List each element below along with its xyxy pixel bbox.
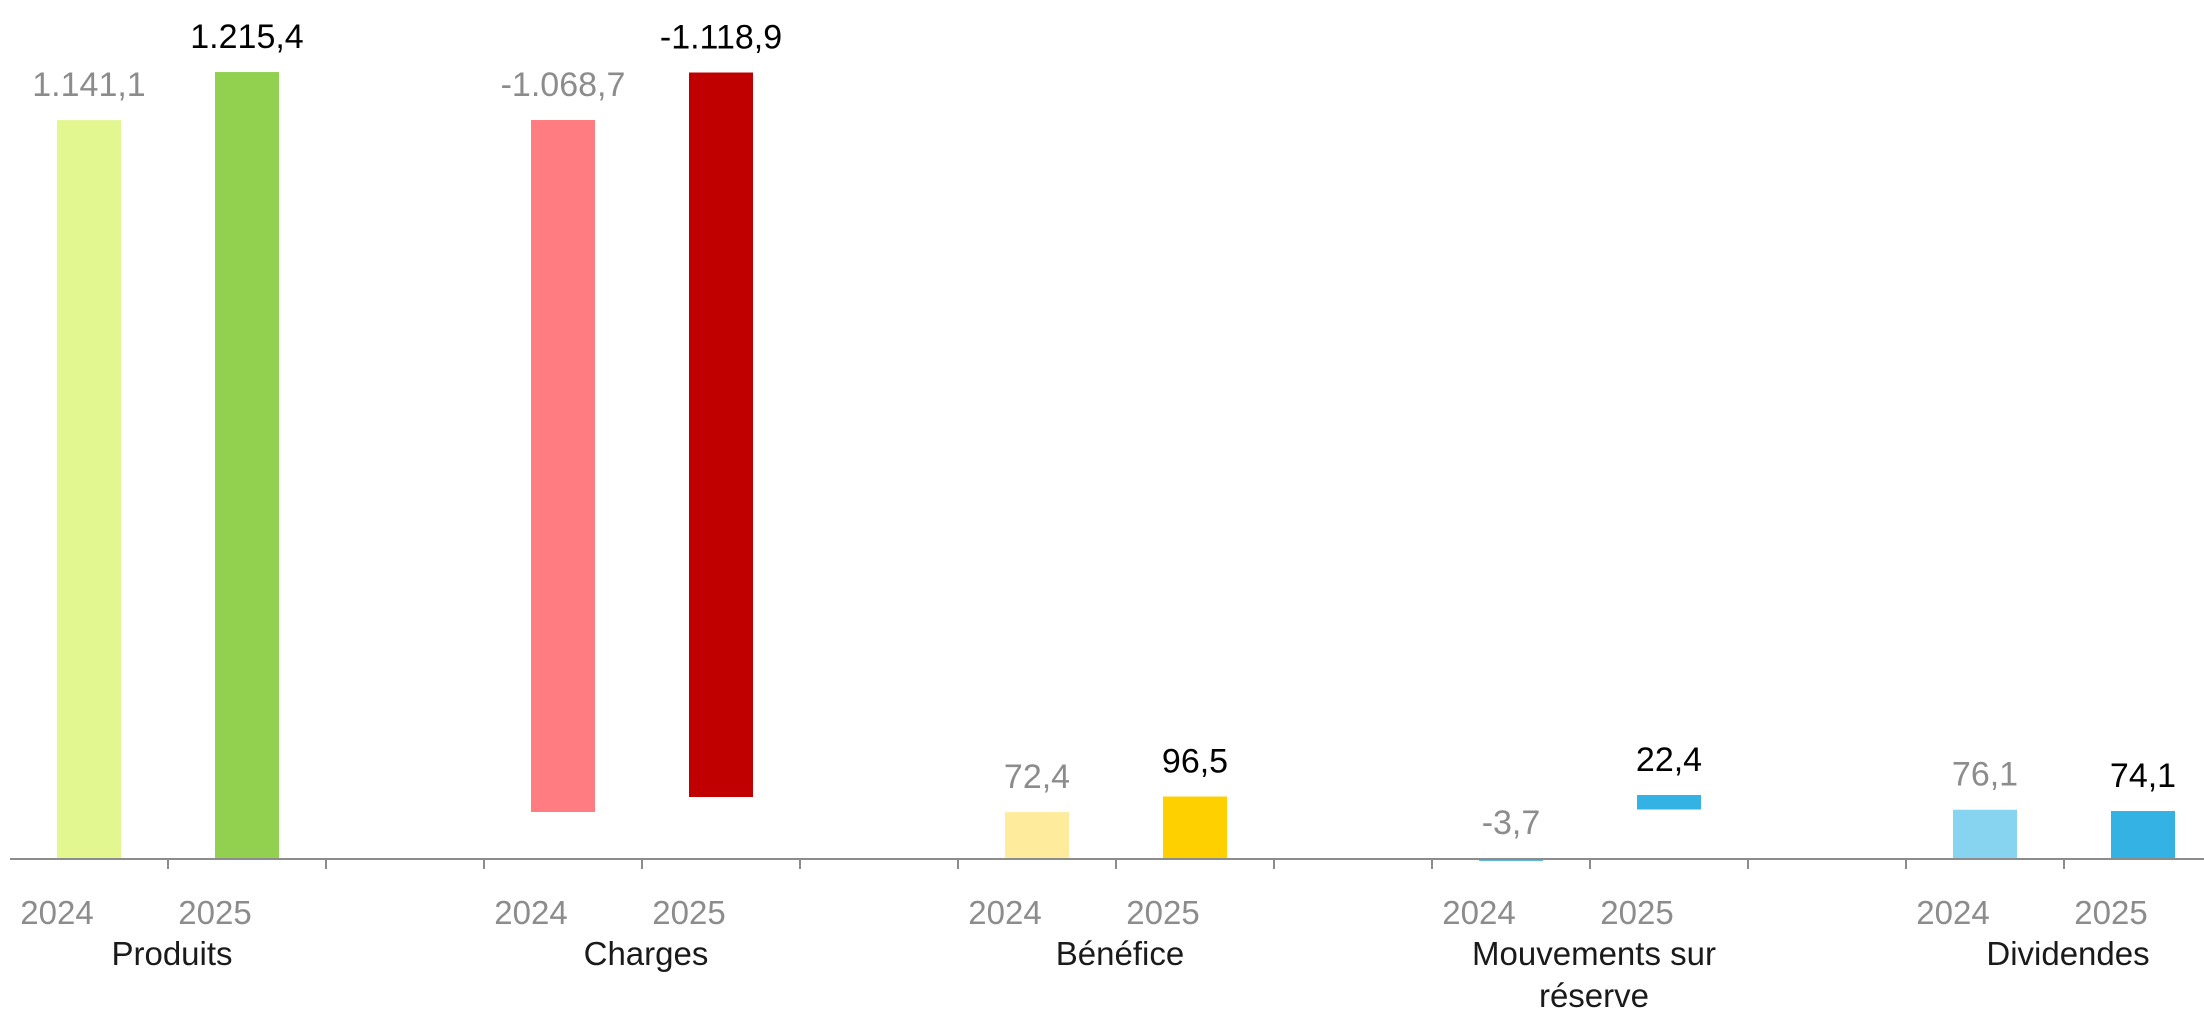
category-label: Charges [584,935,709,972]
year-tick-label: 2024 [1442,894,1515,931]
bar-produits-2025 [215,72,279,859]
bar-mouvements-sur-r-serve-2025 [1637,795,1701,810]
year-tick-label: 2025 [2074,894,2147,931]
year-tick-label: 2024 [20,894,93,931]
year-tick-label: 2025 [1600,894,1673,931]
category-label: Mouvements sur [1472,935,1716,972]
bars [57,72,2175,861]
data-label: 22,4 [1636,741,1702,779]
bar-b-n-fice-2024 [1005,812,1069,859]
bar-dividendes-2025 [2111,811,2175,859]
data-label: 74,1 [2110,757,2176,795]
data-label: 72,4 [1004,758,1070,796]
data-label: 96,5 [1162,743,1228,781]
labels: 1.141,1 2024 1.215,4 2025 Produits -1.068,7 20… [20,18,2176,1013]
year-tick-label: 2024 [1916,894,1989,931]
data-label: -1.068,7 [501,66,626,104]
year-tick-label: 2025 [1126,894,1199,931]
data-label: 1.141,1 [32,66,145,104]
year-tick-label: 2024 [968,894,1041,931]
bar-produits-2024 [57,120,121,859]
bar-b-n-fice-2025 [1163,796,1227,859]
data-label: -3,7 [1482,804,1541,842]
bar-dividendes-2024 [1953,809,2017,859]
category-label: Dividendes [1986,935,2149,972]
bar-charges-2025 [689,72,753,797]
category-label: Produits [111,935,232,972]
data-label: 76,1 [1952,756,2018,794]
year-tick-label: 2025 [652,894,725,931]
axis-ticks [167,859,2065,869]
category-label: Bénéfice [1056,935,1184,972]
data-label: -1.118,9 [660,19,782,57]
bar-charges-2024 [531,120,595,813]
year-tick-label: 2025 [178,894,251,931]
year-tick-label: 2024 [494,894,567,931]
data-label: 1.215,4 [190,18,303,56]
category-label: réserve [1539,977,1649,1013]
